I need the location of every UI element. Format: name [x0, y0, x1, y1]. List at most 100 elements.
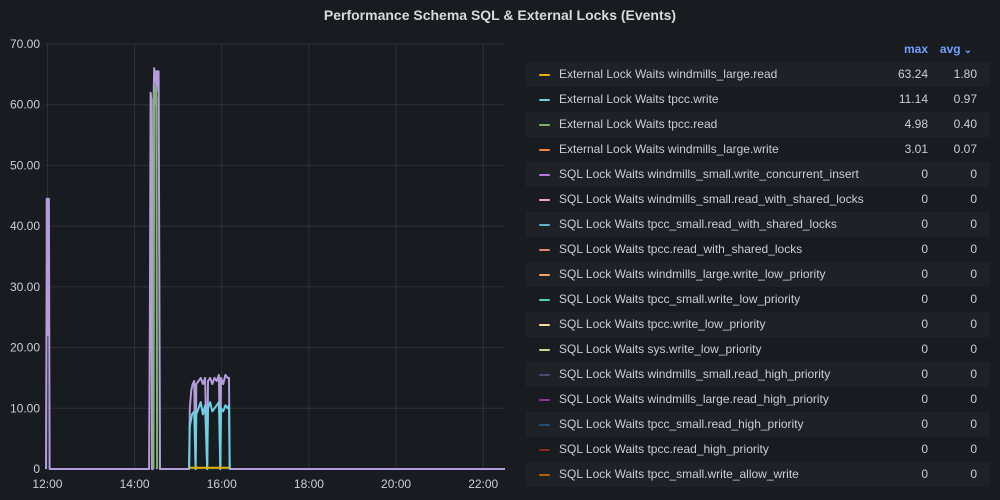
legend-item-max: 0: [921, 442, 928, 456]
legend-item-name: External Lock Waits tpcc.read: [559, 117, 718, 131]
y-tick-label: 70.00: [10, 37, 40, 51]
series-color-swatch: [539, 374, 550, 376]
legend-item-max: 0: [921, 342, 928, 356]
y-tick-label: 10.00: [10, 401, 40, 415]
x-tick-label: 20:00: [381, 477, 411, 491]
legend-item-avg: 0: [970, 192, 977, 206]
series-color-swatch: [539, 299, 550, 301]
legend-item-max: 0: [921, 392, 928, 406]
legend-item-avg: 0: [970, 317, 977, 331]
chart-area[interactable]: 0 10.00 20.00 30.00 40.00 50.00 60.00 70.00 12:0…: [0, 30, 515, 500]
legend-item-max: 0: [921, 167, 928, 181]
series-color-swatch: [539, 274, 550, 276]
legend-item[interactable]: External Lock Waits windmills_large.writ…: [526, 137, 990, 162]
legend-item-name: External Lock Waits windmills_large.read: [559, 67, 778, 81]
legend-item-max: 0: [921, 267, 928, 281]
legend-item-max: 4.98: [904, 117, 928, 131]
legend-item-max: 0: [921, 242, 928, 256]
legend-item-name: SQL Lock Waits tpcc.read_high_priority: [559, 442, 769, 456]
legend-avg-label: avg: [939, 42, 961, 56]
legend-item-name: SQL Lock Waits tpcc_small.read_with_shar…: [559, 217, 837, 231]
legend-item[interactable]: SQL Lock Waits tpcc.read_high_priority 0 0: [526, 437, 990, 462]
legend-table: max avg ⌄ External Lock Waits windmills_l…: [526, 38, 990, 487]
series-color-swatch: [539, 349, 550, 351]
legend-item-name: External Lock Waits windmills_large.writ…: [559, 142, 779, 156]
y-tick-label: 0: [33, 462, 40, 476]
legend-item-avg: 0: [970, 342, 977, 356]
x-tick-label: 18:00: [294, 477, 324, 491]
legend-item[interactable]: External Lock Waits windmills_large.read…: [526, 62, 990, 87]
series-color-swatch: [539, 424, 550, 426]
legend-item-name: SQL Lock Waits tpcc.read_with_shared_loc…: [559, 242, 803, 256]
legend-rows: External Lock Waits windmills_large.read…: [526, 62, 990, 487]
legend-item-avg: 0: [970, 167, 977, 181]
legend-item[interactable]: SQL Lock Waits tpcc_small.write_allow_wr…: [526, 462, 990, 487]
legend-max-header[interactable]: max: [903, 42, 928, 56]
x-tick-label: 12:00: [32, 477, 62, 491]
y-tick-label: 40.00: [10, 219, 40, 233]
panel-title: Performance Schema SQL & External Locks …: [323, 7, 677, 23]
chart-axes: 0 10.00 20.00 30.00 40.00 50.00 60.00 70.00 12:0…: [10, 37, 499, 491]
legend-item-max: 0: [921, 192, 928, 206]
series-color-swatch: [539, 99, 550, 101]
series-color-swatch: [539, 224, 550, 226]
legend-item-avg: 0.07: [953, 142, 977, 156]
series-color-swatch: [539, 399, 550, 401]
series-line: [45, 67, 505, 470]
y-tick-label: 30.00: [10, 280, 40, 294]
x-tick-label: 14:00: [120, 477, 150, 491]
legend-item[interactable]: SQL Lock Waits windmills_small.read_high…: [526, 362, 990, 387]
legend-item-avg: 0: [970, 442, 977, 456]
legend-item-avg: 0: [970, 417, 977, 431]
legend-item-name: SQL Lock Waits tpcc.write_low_priority: [559, 317, 766, 331]
series-color-swatch: [539, 149, 550, 151]
series-line: [152, 85, 159, 470]
legend-item-avg: 0.40: [953, 117, 977, 131]
legend-item-name: SQL Lock Waits tpcc_small.write_allow_wr…: [559, 467, 799, 481]
legend-item[interactable]: SQL Lock Waits tpcc_small.read_with_shar…: [526, 212, 990, 237]
legend-header: max avg ⌄: [526, 38, 990, 62]
legend-item-name: SQL Lock Waits windmills_small.read_high…: [559, 367, 831, 381]
legend-item-name: SQL Lock Waits sys.write_low_priority: [559, 342, 762, 356]
legend-item-avg: 0: [970, 367, 977, 381]
series-color-swatch: [539, 324, 550, 326]
legend-item-name: SQL Lock Waits windmills_large.read_high…: [559, 392, 829, 406]
y-tick-label: 20.00: [10, 341, 40, 355]
legend-item-max: 0: [921, 467, 928, 481]
series-color-swatch: [539, 174, 550, 176]
series-color-swatch: [539, 249, 550, 251]
legend-item[interactable]: SQL Lock Waits tpcc.read_with_shared_loc…: [526, 237, 990, 262]
legend-avg-header[interactable]: avg ⌄: [940, 42, 972, 56]
legend-item-avg: 0.97: [953, 92, 977, 106]
series-color-swatch: [539, 474, 550, 476]
legend-item-name: External Lock Waits tpcc.write: [559, 92, 719, 106]
legend-item-max: 11.14: [898, 92, 928, 106]
legend-item-max: 0: [921, 367, 928, 381]
legend-item-avg: 0: [970, 217, 977, 231]
legend-item[interactable]: SQL Lock Waits tpcc_small.read_high_prio…: [526, 412, 990, 437]
legend-item[interactable]: SQL Lock Waits windmills_small.read_with…: [526, 187, 990, 212]
legend-item[interactable]: SQL Lock Waits windmills_large.read_high…: [526, 387, 990, 412]
series-color-swatch: [539, 199, 550, 201]
series-line: [188, 401, 231, 470]
legend-item-avg: 0: [970, 267, 977, 281]
series-color-swatch: [539, 74, 550, 76]
legend-item-name: SQL Lock Waits windmills_large.write_low…: [559, 267, 826, 281]
y-tick-label: 60.00: [10, 98, 40, 112]
legend-item[interactable]: External Lock Waits tpcc.write 11.14 0.97: [526, 87, 990, 112]
chevron-down-icon: ⌄: [963, 45, 972, 56]
legend-item-avg: 0: [970, 242, 977, 256]
legend-item[interactable]: SQL Lock Waits windmills_large.write_low…: [526, 262, 990, 287]
legend-item[interactable]: SQL Lock Waits tpcc.write_low_priority 0 0: [526, 312, 990, 337]
legend-item-name: SQL Lock Waits windmills_small.read_with…: [559, 192, 864, 206]
legend-item[interactable]: SQL Lock Waits windmills_small.write_con…: [526, 162, 990, 187]
x-tick-label: 22:00: [468, 477, 498, 491]
legend-item[interactable]: SQL Lock Waits sys.write_low_priority 0 0: [526, 337, 990, 362]
legend-item-max: 3.01: [904, 142, 928, 156]
legend-item[interactable]: SQL Lock Waits tpcc_small.write_low_prio…: [526, 287, 990, 312]
series-color-swatch: [539, 124, 550, 126]
legend-item-name: SQL Lock Waits tpcc_small.write_low_prio…: [559, 292, 801, 306]
legend-item-avg: 0: [970, 467, 977, 481]
legend-item-max: 0: [921, 417, 928, 431]
legend-item[interactable]: External Lock Waits tpcc.read 4.98 0.40: [526, 112, 990, 137]
